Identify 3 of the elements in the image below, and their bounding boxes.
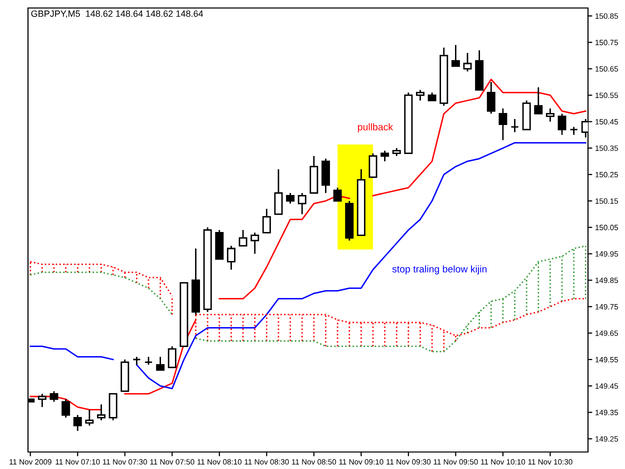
- annotation: stop traling below kijin: [392, 265, 487, 274]
- annotation: pullback: [358, 123, 394, 132]
- chart-title: GBPJPY,M5 148.62 148.64 148.62 148.64: [31, 10, 204, 18]
